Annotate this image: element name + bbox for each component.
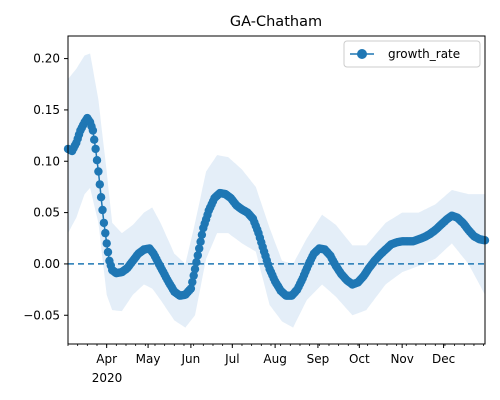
data-point xyxy=(189,271,198,280)
chart-title: GA-Chatham xyxy=(230,14,322,30)
y-tick-label: −0.05 xyxy=(23,308,60,322)
legend-box xyxy=(343,40,481,68)
data-point xyxy=(98,205,107,215)
legend: growth_rate xyxy=(343,40,481,68)
data-point xyxy=(193,251,202,260)
x-tick-label: May xyxy=(136,352,161,366)
x-tick-label: Nov xyxy=(390,352,413,366)
x-axis: Apr May Jun Jul Aug Sep Oct Nov Dec xyxy=(67,344,485,366)
x-tick-label: Dec xyxy=(432,352,455,366)
data-point xyxy=(102,239,111,248)
y-tick-label: 0.05 xyxy=(33,206,60,220)
data-point xyxy=(192,258,201,267)
y-tick-label: 0.10 xyxy=(33,154,60,168)
data-point xyxy=(188,277,197,287)
data-point xyxy=(186,284,196,293)
plot-frame xyxy=(67,35,486,345)
plot-area xyxy=(63,35,490,345)
legend-marker-swatch xyxy=(357,49,367,59)
y-tick-label: 0.00 xyxy=(33,257,60,271)
x-tick-label: Apr xyxy=(96,352,117,366)
data-point xyxy=(95,180,105,189)
data-point xyxy=(94,167,103,176)
y-tick-label: 0.20 xyxy=(33,52,60,66)
data-point xyxy=(197,230,207,239)
x-tick-label: Sep xyxy=(307,352,330,366)
data-point xyxy=(91,144,100,154)
data-point xyxy=(101,228,110,238)
x-tick-label: Aug xyxy=(263,352,286,366)
data-point xyxy=(99,218,109,228)
data-point xyxy=(96,193,106,202)
data-point xyxy=(90,135,99,144)
data-point xyxy=(196,237,205,246)
data-point xyxy=(103,247,113,257)
data-point xyxy=(92,156,102,165)
x-tick-label: Jul xyxy=(224,352,239,366)
x-tick-label: Jun xyxy=(181,352,201,366)
y-tick-label: 0.15 xyxy=(33,103,60,117)
data-point xyxy=(195,244,204,253)
x-tick-label: Oct xyxy=(349,352,370,366)
legend-label-growth-rate: growth_rate xyxy=(388,47,460,61)
y-axis: −0.05 0.00 0.05 0.10 0.15 0.20 xyxy=(23,52,68,322)
data-point xyxy=(88,126,98,135)
x-year-label: 2020 xyxy=(92,371,123,385)
data-point xyxy=(190,264,200,274)
